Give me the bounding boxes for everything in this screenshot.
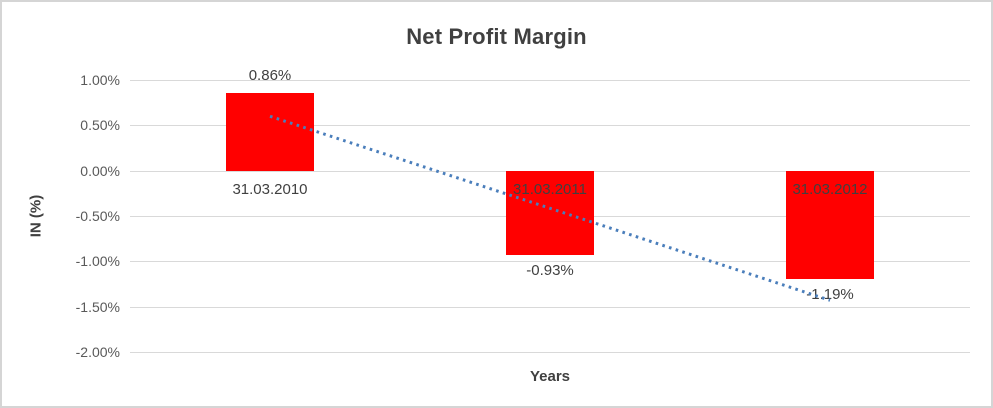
y-tick-label: -1.50% <box>75 298 120 315</box>
y-tick-label: 0.50% <box>80 117 120 134</box>
gridline <box>130 306 970 308</box>
gridline <box>130 261 970 263</box>
bar <box>226 92 314 171</box>
chart-title: Net Profit Margin <box>406 24 587 49</box>
trendline <box>269 114 831 302</box>
y-tick-label: -1.00% <box>75 253 120 270</box>
gridline <box>130 352 970 353</box>
trendline-svg <box>269 114 831 302</box>
y-tick-label: 1.00% <box>80 72 120 88</box>
bar-data-label: 0.86% <box>248 66 292 84</box>
y-tick-label: -0.50% <box>75 208 120 224</box>
y-tick-label: -2.00% <box>75 344 120 360</box>
category-label: 31.03.2012 <box>792 180 868 198</box>
bar-data-label: -0.93% <box>526 261 574 279</box>
bar <box>786 170 874 279</box>
category-label: 31.03.2010 <box>232 180 308 198</box>
gridline <box>130 80 970 81</box>
bar-data-label: -1.19% <box>806 285 854 303</box>
y-tick-label: 0.00% <box>80 162 120 179</box>
plot-area: 0.86% -0.93% -1.19% 31.03.2010 31.03.2011 31.… <box>130 67 970 353</box>
bar <box>506 170 594 255</box>
category-label: 31.03.2011 <box>513 180 587 198</box>
x-axis-title: Years <box>529 368 571 385</box>
gridline <box>130 125 970 127</box>
